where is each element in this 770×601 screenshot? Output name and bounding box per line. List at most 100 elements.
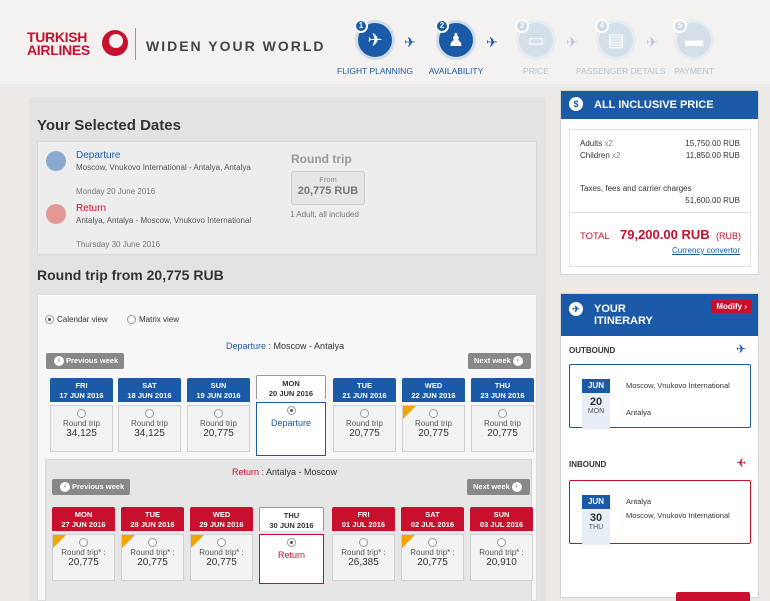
outbound-day-selected[interactable]: MON 20 JUN 2016 Departure — [256, 375, 326, 459]
id-card-icon: ▤ — [607, 30, 625, 50]
logo[interactable]: TURKISH AIRLINES — [27, 30, 127, 58]
calendar-view-option[interactable]: Calendar view — [45, 315, 108, 324]
outbound-day[interactable]: TUE 21 JUN 2016 Round trip 20,775 — [333, 378, 396, 453]
step-number: 2 — [435, 19, 449, 33]
from-label: From — [319, 175, 337, 184]
step-label: PRICE — [523, 66, 549, 76]
day-of-week: SUN — [493, 510, 510, 519]
day-radio[interactable] — [360, 409, 369, 418]
step-label: PAYMENT — [674, 66, 714, 76]
return-day[interactable]: FRI 01 JUL 2016 Round trip* :26,385 — [332, 507, 395, 582]
price-summary-title: ALL INCLUSIVE PRICE — [594, 99, 714, 111]
day-radio[interactable] — [79, 538, 88, 547]
plane-arrow-icon: ✈ — [646, 34, 658, 50]
plane-arrow-icon: ✈ — [404, 34, 416, 50]
outbound-day[interactable]: WED 22 JUN 2016 Round trip 20,775 — [402, 378, 465, 453]
outbound-route: Departure : Moscow - Antalya — [226, 341, 344, 351]
day-of-week: MON — [74, 510, 93, 519]
return-day-selected[interactable]: THU 30 JUN 2016 Return — [259, 507, 324, 587]
currency-converter-link[interactable]: Currency convertor — [671, 246, 740, 255]
header: TURKISH AIRLINES WIDEN YOUR WORLD 1 ✈ FLI… — [0, 0, 770, 84]
day-of-week: MON — [282, 379, 300, 388]
calendar-view-radio[interactable] — [45, 315, 54, 324]
day-radio[interactable] — [428, 538, 437, 547]
return-next-week-button[interactable]: Next week › — [467, 479, 530, 495]
chevron-left-icon: ‹ — [54, 356, 64, 367]
step-availability[interactable]: 2 ♟ AVAILABILITY — [416, 19, 496, 76]
day-radio[interactable] — [287, 538, 296, 547]
return-day[interactable]: SAT 02 JUL 2016 Round trip* :20,775 — [401, 507, 464, 582]
outbound-day[interactable]: SUN 19 JUN 2016 Round trip 20,775 — [187, 378, 250, 453]
day-radio[interactable] — [214, 409, 223, 418]
day-of-week: SUN — [210, 381, 227, 390]
day-of-week: WED — [424, 381, 443, 390]
fare-price: 34,125 — [66, 428, 97, 439]
step-number: 5 — [673, 19, 687, 33]
fare-label: Round trip — [346, 419, 383, 428]
outbound-route-key: Departure : — [226, 341, 272, 351]
day-of-week: WED — [212, 510, 231, 519]
step-label: AVAILABILITY — [428, 66, 484, 76]
outbound-previous-week-button[interactable]: ‹ Previous week — [46, 353, 125, 369]
return-day[interactable]: TUE 28 JUN 2016 Round trip* :20,775 — [121, 507, 184, 582]
departure-label: Departure — [76, 150, 121, 161]
modify-button[interactable]: Modify › — [711, 300, 752, 313]
day-radio[interactable] — [217, 538, 226, 547]
return-day[interactable]: MON 27 JUN 2016 Round trip* :20,775 — [52, 507, 115, 582]
day-date: 30 JUN 2016 — [269, 521, 314, 530]
fare-label: Round trip* : — [479, 548, 524, 557]
departure-plane-icon — [46, 151, 66, 171]
day-radio[interactable] — [497, 538, 506, 547]
fare-label: Round trip* : — [130, 548, 175, 557]
outbound-day[interactable]: SAT 18 JUN 2016 Round trip 34,125 — [118, 378, 181, 453]
day-of-week: FRI — [357, 510, 370, 519]
special-offer-icon — [191, 535, 204, 548]
outbound-segment[interactable]: JUN 20 MON Moscow, Vnukovo International… — [569, 364, 751, 429]
day-of-week: SAT — [142, 381, 157, 390]
outbound-day[interactable]: FRI 17 JUN 2016 Round trip 34,125 — [50, 378, 113, 453]
day-date: 18 JUN 2016 — [127, 391, 172, 400]
day-radio[interactable] — [498, 409, 507, 418]
logo-text-line2: AIRLINES — [27, 42, 90, 58]
outbound-route-value: Moscow - Antalya — [273, 341, 345, 351]
day-date: 17 JUN 2016 — [59, 391, 104, 400]
adults-count: x2 — [604, 139, 613, 148]
calendar-view-label: Calendar view — [57, 315, 108, 324]
day-radio[interactable] — [148, 538, 157, 547]
return-previous-week-button[interactable]: ‹ Previous week — [52, 479, 131, 495]
day-radio[interactable] — [145, 409, 154, 418]
step-label: PASSENGER DETAILS — [576, 66, 666, 76]
day-radio[interactable] — [286, 406, 296, 415]
ticket-icon: ▭ — [527, 30, 545, 50]
children-price: 11,850.00 RUB — [685, 151, 740, 160]
outbound-day[interactable]: THU 23 JUN 2016 Round trip 20,775 — [471, 378, 534, 453]
return-route: Return : Antalya - Moscow — [232, 467, 337, 477]
return-calendar-band: Return : Antalya - Moscow ‹ Previous week… — [45, 459, 533, 601]
inbound-segment[interactable]: JUN 30 THU Antalya Moscow, Vnukovo Inter… — [569, 480, 751, 545]
page-title: Your Selected Dates — [37, 117, 181, 134]
outbound-next-week-button[interactable]: Next week › — [468, 353, 531, 369]
day-radio[interactable] — [429, 409, 438, 418]
matrix-view-radio[interactable] — [127, 315, 136, 324]
day-radio[interactable] — [77, 409, 86, 418]
next-week-label: Next week — [473, 482, 510, 491]
selected-departure-label: Departure — [270, 418, 312, 428]
plane-arrow-icon: ✈ — [486, 34, 498, 50]
taxes-price: 51,600.00 RUB — [685, 196, 740, 205]
continue-button[interactable] — [676, 592, 750, 601]
price-summary-header: $ ALL INCLUSIVE PRICE — [561, 91, 758, 119]
day-date: 21 JUN 2016 — [342, 391, 387, 400]
return-day[interactable]: SUN 03 JUL 2016 Round trip* :20,910 — [470, 507, 533, 582]
taxes-label: Taxes, fees and carrier charges — [580, 184, 692, 193]
step-flight-planning[interactable]: 1 ✈ FLIGHT PLANNING — [335, 19, 415, 76]
departure-route: Moscow, Vnukovo International - Antalya,… — [76, 163, 251, 172]
matrix-view-option[interactable]: Matrix view — [127, 315, 179, 324]
fare-label: Round trip — [131, 419, 168, 428]
return-day[interactable]: WED 29 JUN 2016 Round trip* :20,775 — [190, 507, 253, 582]
inbound-date-badge: JUN 30 THU — [582, 495, 610, 545]
day-radio[interactable] — [359, 538, 368, 547]
return-route-value: Antalya - Moscow — [266, 467, 338, 477]
globe-plane-icon: ✈ — [367, 30, 383, 50]
outbound-month: JUN — [582, 379, 610, 393]
step-payment: 5 ▬ PAYMENT — [654, 19, 734, 76]
